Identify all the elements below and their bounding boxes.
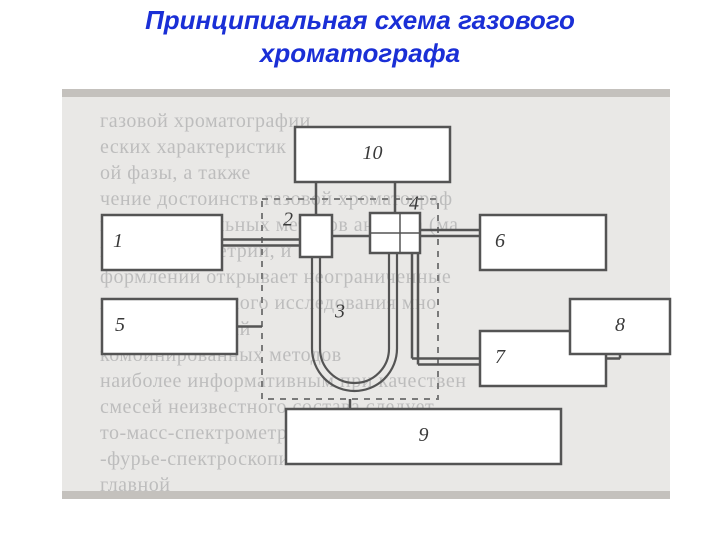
svg-text:наиболее информативным при кач: наиболее информативным при качествен (100, 370, 466, 392)
label-3: 3 (334, 301, 345, 323)
block-2 (300, 215, 332, 257)
page-title: Принципиальная схема газового хроматогра… (0, 4, 720, 69)
svg-text:ой фазы, а также: ой фазы, а также (100, 162, 251, 184)
title-line-1: Принципиальная схема газового (145, 5, 575, 35)
label-1: 1 (113, 230, 123, 252)
label-5: 5 (115, 314, 125, 336)
label-2: 2 (283, 209, 293, 231)
svg-text:главной: главной (100, 474, 170, 496)
svg-text:еских характеристик: еских характеристик (100, 136, 286, 158)
label-8: 8 (615, 314, 625, 336)
paper-top-edge (62, 89, 670, 97)
svg-text:-фурье-спектроскопией: -фурье-спектроскопией (100, 448, 310, 470)
label-10: 10 (363, 142, 383, 164)
label-6: 6 (495, 230, 505, 252)
label-7: 7 (495, 346, 506, 368)
diagram: газовой хроматографии еских характеристик… (0, 69, 720, 519)
title-line-2: хроматографа (260, 38, 460, 68)
svg-text:газовой хроматографии: газовой хроматографии (100, 110, 311, 132)
label-9: 9 (419, 424, 429, 446)
label-4: 4 (409, 193, 419, 215)
